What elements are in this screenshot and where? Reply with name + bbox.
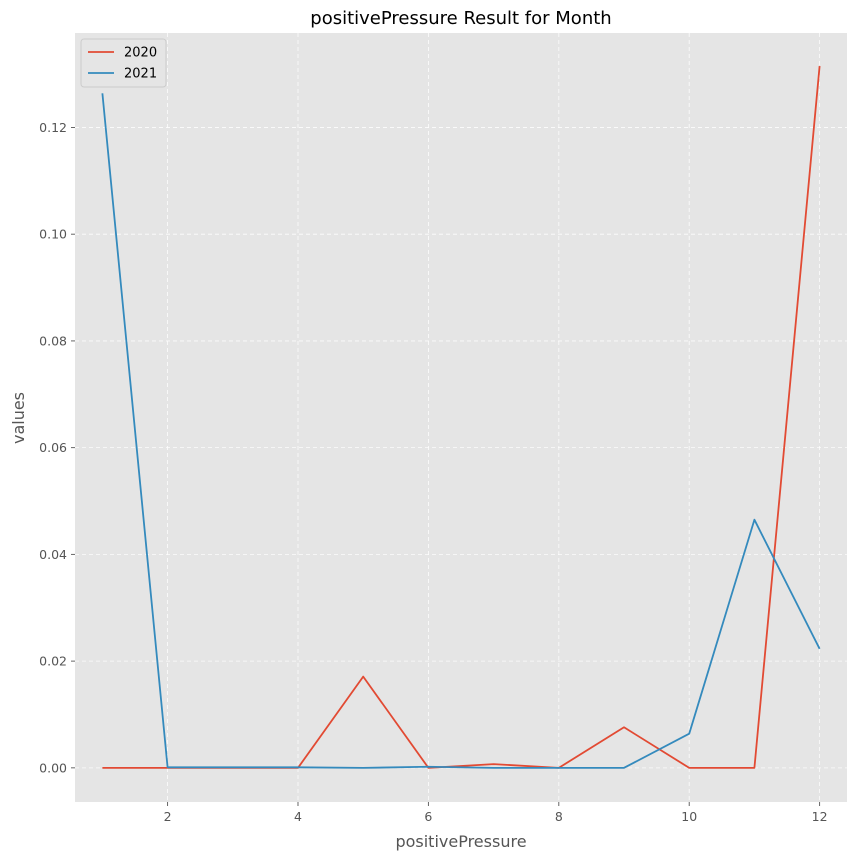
y-tick-label: 0.06 [39, 440, 67, 455]
y-tick-label: 0.08 [39, 333, 67, 348]
y-tick-label: 0.00 [39, 760, 67, 775]
x-tick-label: 8 [555, 809, 563, 824]
y-axis-ticks: 0.00 0.02 0.04 0.06 0.08 0.10 0.12 [39, 120, 75, 775]
x-tick-label: 6 [424, 809, 432, 824]
plot-background [75, 33, 847, 802]
x-tick-label: 10 [681, 809, 697, 824]
x-tick-label: 12 [812, 809, 828, 824]
chart-title: positivePressure Result for Month [310, 8, 611, 29]
y-tick-label: 0.02 [39, 654, 67, 669]
x-tick-label: 2 [164, 809, 172, 824]
series-line-2021 [101, 93, 821, 769]
legend-label-2021: 2021 [124, 67, 157, 82]
legend: 2020 2021 [80, 38, 167, 88]
x-axis-ticks: 2 4 6 8 10 12 [164, 802, 828, 824]
legend-box [80, 38, 167, 88]
y-axis-label: values [9, 392, 28, 444]
y-tick-label: 0.10 [39, 227, 67, 242]
legend-label-2020: 2020 [124, 46, 157, 61]
y-tick-label: 0.12 [39, 120, 67, 135]
x-tick-label: 4 [294, 809, 302, 824]
series-layer [101, 66, 821, 769]
x-axis-label: positivePressure [395, 832, 526, 851]
y-tick-label: 0.04 [39, 547, 67, 562]
